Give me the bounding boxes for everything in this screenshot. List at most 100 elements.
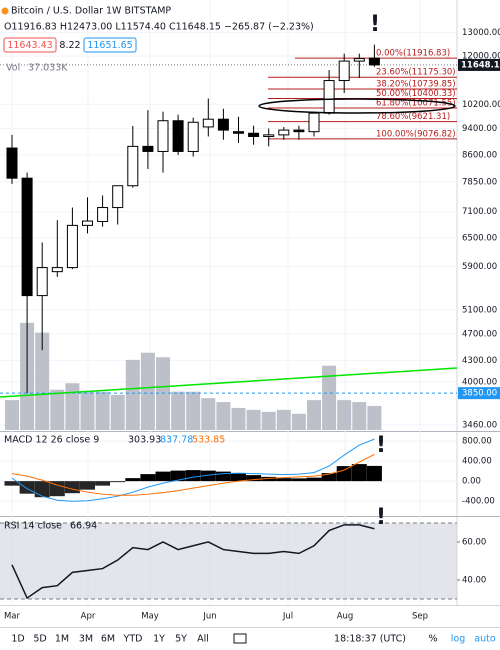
macd-histogram <box>170 470 186 482</box>
candle-body <box>338 60 350 82</box>
date-range-icon[interactable] <box>233 633 247 644</box>
macd-histogram <box>366 465 382 482</box>
rsi-line <box>11 524 375 600</box>
last-price-label: 11648.15 <box>461 60 500 70</box>
auto-toggle[interactable]: auto <box>474 634 496 645</box>
macd-histogram <box>125 478 141 482</box>
macd-line <box>11 453 375 496</box>
candle-body <box>172 120 184 152</box>
range-button[interactable]: 1D <box>11 634 24 645</box>
macd-histogram <box>291 478 307 482</box>
fib-label: 78.60%(9621.31) <box>376 112 450 122</box>
macd-histogram <box>185 470 201 482</box>
volume-bar <box>5 400 19 430</box>
volume-bar <box>337 400 352 430</box>
fib-label: 50.00%(10400.33) <box>376 89 456 99</box>
y-tick-label: 3460.00 <box>462 420 497 430</box>
x-tick-label: May <box>141 612 159 622</box>
macd-histogram <box>261 476 277 482</box>
trend-line <box>0 367 458 398</box>
volume-bar <box>322 365 337 430</box>
macd-histogram <box>231 473 246 482</box>
annotation: ! <box>376 505 386 530</box>
macd-histogram <box>321 473 337 482</box>
volume-bar <box>352 402 367 430</box>
support-label: 3850.00 <box>462 389 497 399</box>
volume-title: Vol <box>6 63 20 74</box>
y-tick-label: -400.00 <box>462 497 495 507</box>
macd-value: 837.78 <box>160 435 193 446</box>
bid-box[interactable] <box>3 37 57 53</box>
volume-bar <box>171 391 186 430</box>
x-tick-label: Aug <box>337 612 354 622</box>
log-toggle[interactable]: log <box>451 634 465 645</box>
candle-body <box>6 147 18 179</box>
range-button[interactable]: 1M <box>55 634 69 645</box>
percent-toggle[interactable]: % <box>428 634 437 645</box>
volume-bar <box>261 411 276 430</box>
macd-histogram <box>140 474 156 482</box>
y-tick-label: 5900.00 <box>462 262 497 272</box>
macd-histogram <box>95 481 111 486</box>
last-price-tag <box>458 58 500 71</box>
candle-body <box>157 120 169 152</box>
range-button[interactable]: 5D <box>33 634 46 645</box>
y-tick-label: 10200.00 <box>462 100 500 110</box>
candle-body <box>263 134 275 137</box>
range-button[interactable]: All <box>197 634 209 645</box>
ask-box[interactable] <box>83 37 137 53</box>
candle-body <box>97 207 109 222</box>
range-button[interactable]: 1Y <box>153 634 165 645</box>
y-tick-label: 40.00 <box>462 575 486 585</box>
candle-body <box>233 131 244 134</box>
volume-bar <box>291 413 306 430</box>
candle-body <box>112 185 124 209</box>
volume-bar <box>80 391 95 430</box>
macd-histogram <box>215 471 231 482</box>
macd-histogram <box>200 470 216 482</box>
ohlc-readout: O11916.83 H12473.00 L11574.40 C11648.15 … <box>4 22 314 33</box>
candle-body <box>21 177 33 297</box>
range-button[interactable]: 6M <box>101 634 115 645</box>
range-button[interactable]: YTD <box>123 634 143 645</box>
y-tick-label: 60.00 <box>462 537 486 547</box>
range-button[interactable]: 5Y <box>175 634 187 645</box>
volume-bar <box>140 352 155 430</box>
candle-body <box>51 267 63 273</box>
bid-price: 11643.43 <box>7 40 52 51</box>
candle-body <box>127 145 139 187</box>
macd-histogram <box>49 481 65 497</box>
annotation: ! <box>376 433 386 458</box>
candle-body <box>142 145 154 152</box>
macd-histogram <box>64 481 80 494</box>
annotation: ! <box>370 12 380 37</box>
macd-histogram <box>276 478 292 482</box>
macd-histogram <box>336 466 352 482</box>
volume-bar <box>110 394 125 430</box>
macd-histogram <box>246 475 262 482</box>
volume-bar <box>231 407 246 430</box>
macd-histogram <box>306 477 322 482</box>
candle-body <box>323 80 335 114</box>
macd-histogram <box>351 464 367 482</box>
x-tick-label: Mar <box>4 612 21 622</box>
volume-bar <box>367 405 382 430</box>
y-tick-label: 0.00 <box>462 477 481 487</box>
candle-body <box>82 220 93 226</box>
candle-body <box>187 121 199 152</box>
y-tick-label: 7100.00 <box>462 207 497 217</box>
clock: 18:18:37 (UTC) <box>334 634 406 645</box>
y-tick-label: 800.00 <box>462 437 492 447</box>
candle-body <box>36 267 48 297</box>
x-tick-label: Jul <box>282 612 293 622</box>
y-tick-label: 5100.00 <box>462 305 497 315</box>
y-tick-label: 4300.00 <box>462 356 497 366</box>
fib-label: 23.60%(11175.30) <box>376 68 456 78</box>
range-button[interactable]: 3M <box>79 634 93 645</box>
macd-histogram <box>4 481 20 486</box>
volume-bar <box>246 409 261 430</box>
volume-bar <box>95 391 110 430</box>
y-tick-label: 12000.00 <box>462 52 500 62</box>
x-tick-label: Sep <box>412 612 428 622</box>
volume-bar <box>186 391 201 430</box>
